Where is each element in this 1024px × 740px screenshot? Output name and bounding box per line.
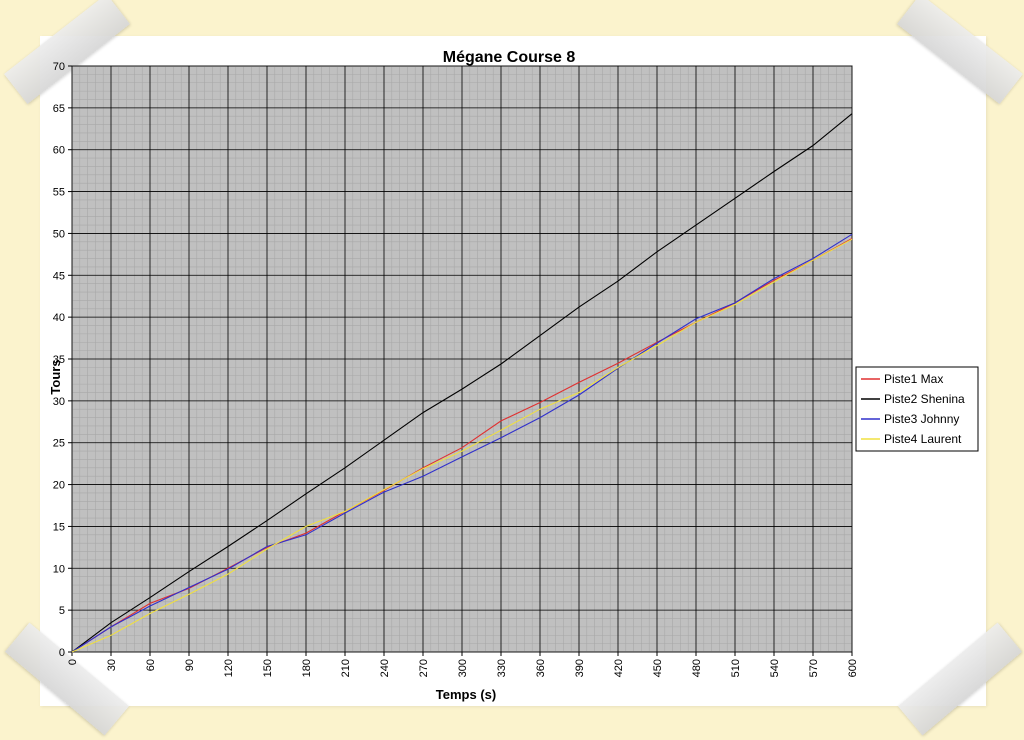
y-tick-label: 45 [53,270,65,282]
series-line-3 [71,233,853,653]
x-tick-label: 480 [691,659,703,677]
legend: Piste1 Max Piste2 Shenina Piste3 Johnny Pis… [855,366,979,452]
y-tick-label: 20 [53,480,65,492]
x-tick-label: 90 [184,659,196,671]
x-tick-label: 300 [457,659,469,677]
x-tick-label: 420 [613,659,625,677]
y-tick-label: 35 [53,354,65,366]
x-tick-label: 360 [535,659,547,677]
y-tick-label: 40 [53,312,65,324]
legend-label-4: Piste4 Laurent [884,432,962,446]
y-tick-label: 5 [59,605,65,617]
y-axis-label: Tours [48,359,63,394]
series-lines [71,113,853,653]
y-tick-label: 50 [53,228,65,240]
legend-label-3: Piste3 Johnny [884,412,959,426]
x-tick-label: 240 [379,659,391,677]
x-tick-label: 30 [106,659,118,671]
x-tick-label: 330 [496,659,508,677]
x-tick-label: 510 [730,659,742,677]
legend-label-2: Piste2 Shenina [884,392,965,406]
x-tick-label: 120 [223,659,235,677]
legend-label-1: Piste1 Max [884,372,943,386]
legend-box [855,366,979,452]
y-tick-label: 65 [53,103,65,115]
series-line-4 [71,238,853,653]
y-tick-label: 30 [53,396,65,408]
x-tick-label: 60 [145,659,157,671]
chart-title: Mégane Course 8 [443,49,576,66]
y-tick-label: 0 [59,647,65,659]
x-tick-label: 390 [574,659,586,677]
x-axis-label: Temps (s) [436,687,496,702]
x-tick-label: 270 [418,659,430,677]
y-tick-label: 55 [53,187,65,199]
x-tick-label: 570 [808,659,820,677]
y-tick-label: 60 [53,145,65,157]
x-tick-label: 600 [847,659,859,677]
y-tick-label: 25 [53,438,65,450]
y-tick-label: 15 [53,521,65,533]
x-tick-label: 0 [67,659,79,665]
x-tick-label: 180 [301,659,313,677]
grid-lines [71,65,853,653]
x-tick-label: 450 [652,659,664,677]
x-tick-label: 540 [769,659,781,677]
y-tick-label: 70 [53,61,65,73]
x-tick-label: 210 [340,659,352,677]
x-tick-label: 150 [262,659,274,677]
series-line-2 [71,113,853,653]
y-tick-label: 10 [53,563,65,575]
